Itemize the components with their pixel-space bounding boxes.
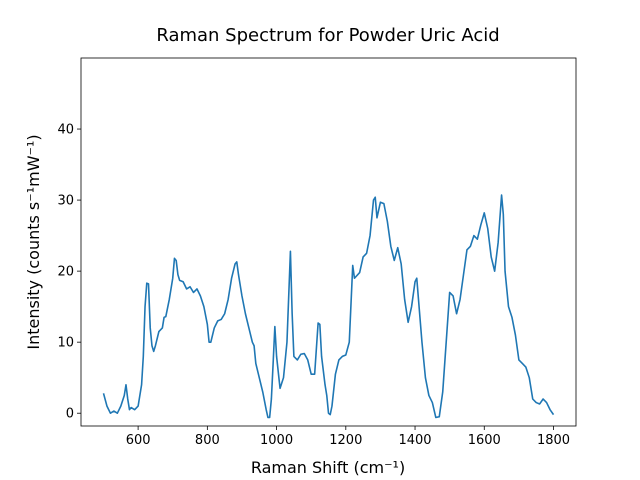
x-tick-label: 1600 <box>468 433 501 448</box>
x-tick-label: 1200 <box>329 433 362 448</box>
y-axis-label: Intensity (counts s⁻¹mW⁻¹) <box>24 134 43 349</box>
plot-frame <box>80 57 577 427</box>
x-axis-label: Raman Shift (cm⁻¹) <box>251 458 405 477</box>
y-tick-label: 30 <box>57 194 74 209</box>
x-tick-label: 1000 <box>260 433 293 448</box>
x-tick-label: 600 <box>126 433 151 448</box>
y-tick-label: 40 <box>57 123 74 138</box>
y-tick-label: 10 <box>57 336 74 351</box>
chart-title: Raman Spectrum for Powder Uric Acid <box>156 25 499 46</box>
x-tick-label: 1400 <box>398 433 431 448</box>
data-line <box>102 194 555 419</box>
x-tick-label: 800 <box>195 433 220 448</box>
x-tick-label: 1800 <box>537 433 570 448</box>
y-tick-label: 0 <box>66 407 74 422</box>
y-tick-label: 20 <box>57 265 74 280</box>
